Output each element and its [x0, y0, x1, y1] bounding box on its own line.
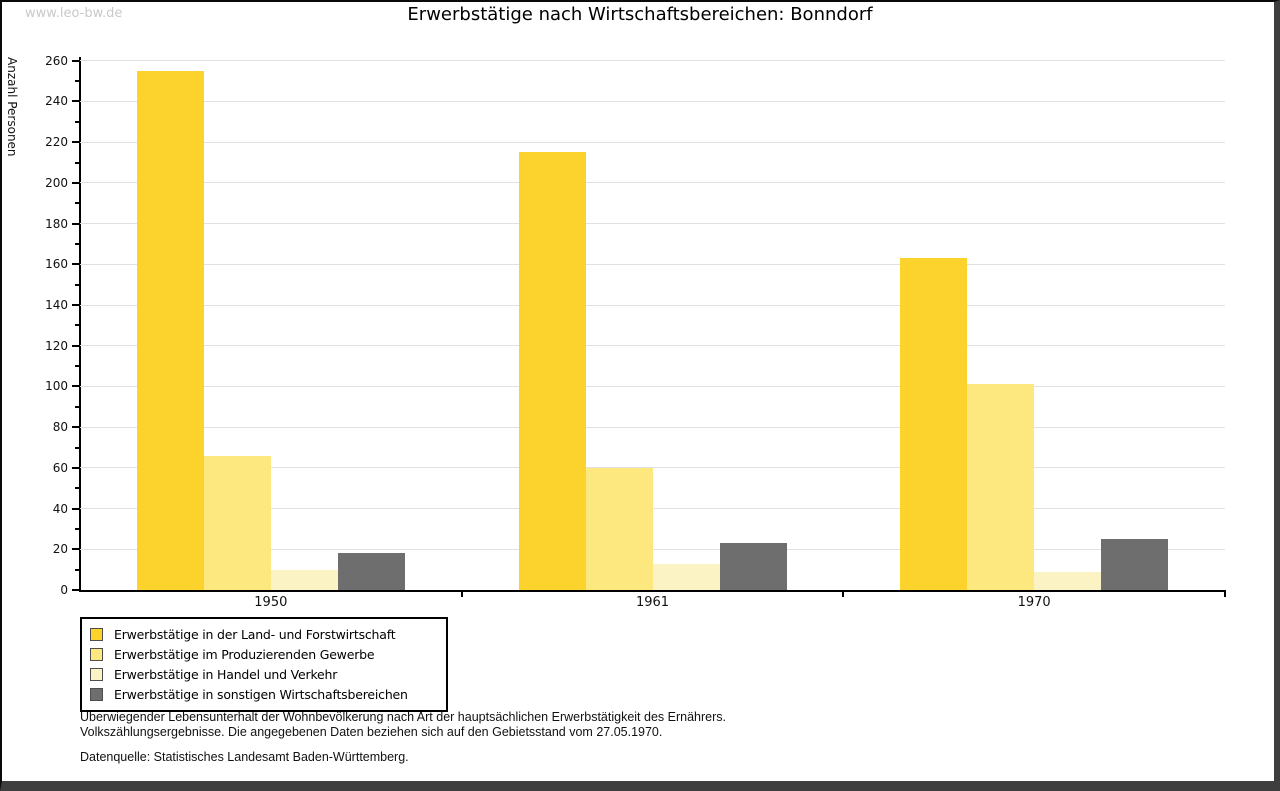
gridline [80, 304, 1225, 306]
y-axis-tick [75, 242, 80, 245]
gridline [80, 345, 1225, 347]
y-tick-label: 120 [45, 338, 68, 353]
y-tick-label: 0 [60, 583, 68, 597]
x-category-label: 1950 [254, 595, 288, 610]
x-axis-tick [1224, 590, 1226, 597]
data-source-line: Datenquelle: Statistisches Landesamt Bad… [80, 750, 409, 764]
y-tick-label: 160 [45, 257, 68, 272]
bar-1950-s4 [337, 553, 405, 590]
footnote-line: Volkszählungsergebnisse. Die angegebenen… [80, 725, 663, 739]
bar-1970-s4 [1101, 539, 1169, 590]
gridline [80, 467, 1225, 469]
legend-swatch-s1 [90, 627, 103, 641]
legend-swatch-s4 [90, 687, 103, 701]
y-tick-label: 80 [52, 420, 68, 435]
y-axis-tick [75, 324, 80, 327]
y-axis-tick [72, 507, 80, 510]
y-tick-label: 60 [52, 460, 68, 475]
y-axis-tick [75, 446, 80, 449]
y-axis-tick [72, 344, 80, 347]
y-axis-tick [75, 527, 80, 530]
y-tick-label: 260 [45, 53, 68, 68]
gridline [80, 426, 1225, 428]
y-axis-tick [72, 426, 80, 429]
y-axis-tick [75, 568, 80, 571]
x-category-label: 1961 [635, 595, 670, 610]
legend-label: Erwerbstätige im Produzierenden Gewerbe [114, 646, 375, 662]
y-axis-line [79, 57, 81, 592]
y-axis-tick [75, 80, 80, 83]
y-axis-tick [72, 141, 80, 144]
bar-1970-s3 [1034, 572, 1102, 590]
gridline [80, 223, 1225, 225]
legend-label: Erwerbstätige in sonstigen Wirtschaftsbe… [114, 686, 408, 702]
y-tick-label: 100 [45, 379, 68, 394]
y-tick-label: 140 [45, 298, 68, 313]
gridline [80, 548, 1225, 550]
legend-label: Erwerbstätige in der Land- und Forstwirt… [114, 626, 396, 642]
gridline [80, 385, 1225, 387]
footnote-block: Überwiegender Lebensunterhalt der Wohnbe… [80, 710, 726, 765]
y-tick-label: 20 [52, 542, 68, 557]
plot-area [79, 57, 1225, 592]
gridline [80, 141, 1225, 143]
bar-1961-s3 [652, 564, 720, 590]
y-tick-label: 240 [45, 94, 68, 109]
y-axis-tick [75, 405, 80, 408]
y-axis-tick [72, 263, 80, 266]
legend-row: Erwerbstätige in sonstigen Wirtschaftsbe… [90, 684, 438, 704]
y-axis-tick [75, 487, 80, 490]
y-axis-tick [72, 304, 80, 307]
y-axis-tick [72, 222, 80, 225]
bar-1950-s3 [270, 570, 338, 590]
footnote-line: Überwiegender Lebensunterhalt der Wohnbe… [80, 710, 726, 724]
bar-1970-s2 [967, 384, 1035, 590]
y-axis-tick [75, 202, 80, 205]
bar-1961-s4 [719, 543, 787, 590]
y-axis-tick [72, 181, 80, 184]
y-axis-tick [72, 385, 80, 388]
y-axis-tick [72, 59, 80, 62]
gridline [80, 60, 1225, 62]
y-axis-tick [72, 589, 80, 591]
y-axis-tick [72, 466, 80, 469]
gridline [80, 508, 1225, 510]
watermark-text: www.leo-bw.de [25, 6, 123, 21]
gridline [80, 100, 1225, 102]
legend-label: Erwerbstätige in Handel und Verkehr [114, 666, 338, 682]
x-axis-tick [842, 590, 845, 597]
x-category-label: 1970 [1017, 595, 1051, 610]
bar-1950-s1 [136, 71, 204, 590]
y-axis-tick [75, 283, 80, 286]
y-tick-label: 220 [45, 135, 68, 150]
legend-row: Erwerbstätige im Produzierenden Gewerbe [90, 644, 438, 664]
bar-1950-s2 [203, 456, 271, 590]
y-tick-label: 200 [45, 175, 68, 190]
y-axis-tick [72, 548, 80, 551]
x-axis-tick [460, 590, 463, 597]
y-tick-label: 180 [45, 216, 68, 231]
bar-1961-s2 [585, 468, 653, 590]
y-axis-tick [75, 161, 80, 164]
legend-row: Erwerbstätige in der Land- und Forstwirt… [90, 624, 438, 644]
gridline [80, 263, 1225, 265]
x-axis-line [79, 590, 1225, 592]
gridline [80, 182, 1225, 184]
bar-1970-s1 [900, 258, 968, 590]
y-tick-label: 40 [52, 501, 68, 516]
y-axis-tick [75, 120, 80, 123]
y-axis-tick [72, 100, 80, 103]
legend-box: Erwerbstätige in der Land- und Forstwirt… [80, 617, 448, 712]
legend-row: Erwerbstätige in Handel und Verkehr [90, 664, 438, 684]
legend-swatch-s3 [90, 667, 103, 681]
y-axis-title: Anzahl Personen [5, 57, 19, 157]
legend-swatch-s2 [90, 647, 103, 661]
chart-title: Erwerbstätige nach Wirtschaftsbereichen:… [407, 4, 873, 25]
y-axis-tick [75, 365, 80, 368]
bar-1961-s1 [518, 152, 586, 590]
